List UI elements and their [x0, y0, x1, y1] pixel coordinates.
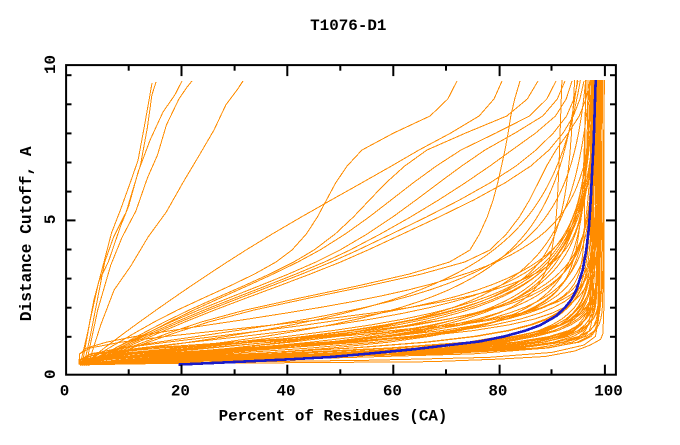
svg-text:0: 0 [42, 369, 60, 379]
svg-text:20: 20 [171, 383, 190, 401]
svg-text:80: 80 [488, 383, 507, 401]
svg-text:0: 0 [60, 383, 70, 401]
svg-text:40: 40 [276, 383, 295, 401]
svg-text:60: 60 [383, 383, 402, 401]
svg-text:Distance Cutoff, A: Distance Cutoff, A [18, 146, 36, 321]
svg-text:5: 5 [42, 215, 60, 225]
svg-text:Percent of Residues (CA): Percent of Residues (CA) [219, 408, 448, 426]
svg-text:T1076-D1: T1076-D1 [310, 17, 386, 35]
svg-text:10: 10 [42, 55, 60, 74]
svg-text:100: 100 [594, 383, 623, 401]
